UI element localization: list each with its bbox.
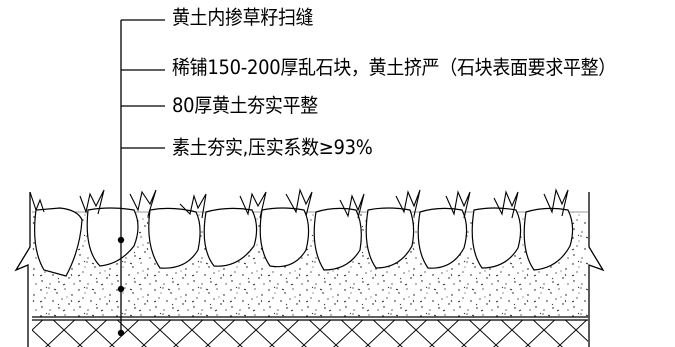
left-boundary [14,192,31,347]
layer-label-loess-bedding: 80厚黄土夯实平整 [172,94,318,117]
layer-label-subgrade: 素土夯实,压实系数≥93% [172,136,373,159]
leader-lines [120,19,165,335]
right-boundary [588,192,605,347]
stone-blocks [34,207,574,277]
grass-tufts [29,188,569,219]
layer-label-grass-joint: 黄土内掺草籽扫缝 [172,6,314,29]
leader-dots [117,236,125,337]
layer-label-stone-blocks: 稀铺150-200厚乱石块，黄土挤严（石块表面要求平整） [172,56,616,79]
compacted-subgrade-layer [32,320,588,347]
